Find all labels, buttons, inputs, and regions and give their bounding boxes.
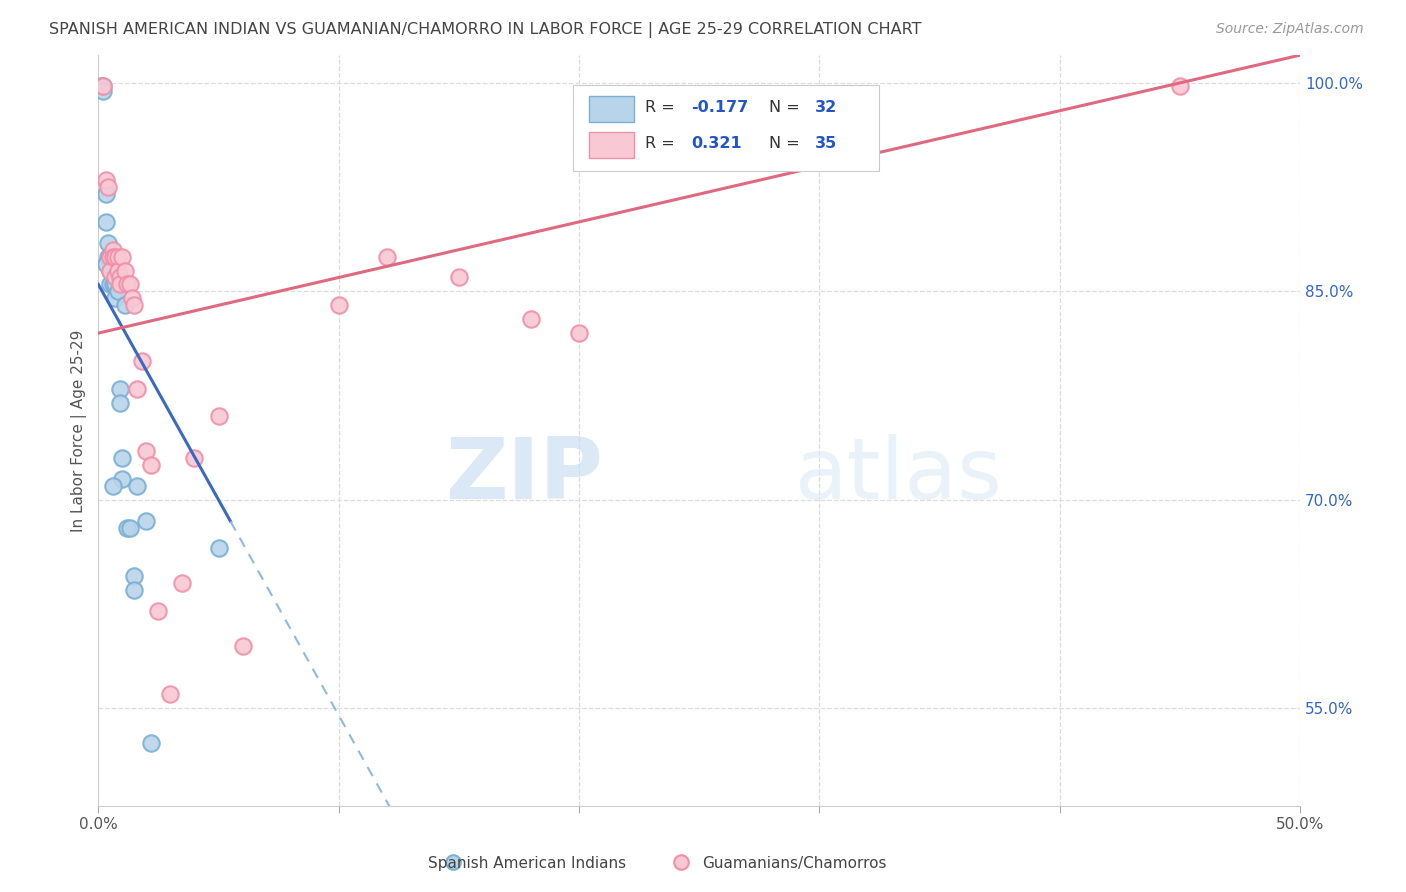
Point [375,250,398,264]
Point [98,250,121,264]
Point [91,84,114,98]
Point [124,298,146,312]
Text: R =: R = [645,136,681,151]
Point [125,479,148,493]
Point [98,250,121,264]
Text: -0.177: -0.177 [690,100,748,115]
Point [118,277,141,292]
Point [172,576,194,591]
Point [125,382,148,396]
Point [141,736,163,750]
Point [91,78,114,93]
Point [98,277,121,292]
Point [107,250,129,264]
Point [141,458,163,472]
Point [107,285,129,299]
Point [121,291,143,305]
Point [328,298,350,312]
Point [107,270,129,285]
Point [124,569,146,583]
Point [183,451,205,466]
Point [124,583,146,598]
Point [159,687,181,701]
Text: 32: 32 [814,100,837,115]
Point [104,250,127,264]
Point [107,263,129,277]
Point [111,250,134,264]
Point [111,451,134,466]
Point [91,78,114,93]
Point [101,277,124,292]
Point [108,382,131,396]
Text: R =: R = [645,100,681,115]
Point [135,514,157,528]
Point [101,250,124,264]
Point [104,277,127,292]
Point [90,78,112,93]
Text: ZIP: ZIP [446,434,603,516]
Point [108,277,131,292]
Point [232,639,254,653]
Point [94,215,117,229]
Text: 35: 35 [814,136,837,151]
Text: N =: N = [769,136,804,151]
Point [207,409,229,424]
Point [114,263,136,277]
Text: atlas: atlas [796,434,1004,516]
Point [97,250,120,264]
Point [148,604,170,618]
Point [447,270,470,285]
Point [207,541,229,556]
Point [114,298,136,312]
Point [101,243,124,257]
Point [568,326,591,340]
Y-axis label: In Labor Force | Age 25-29: In Labor Force | Age 25-29 [72,329,87,532]
Point [520,312,543,326]
Point [104,263,127,277]
Text: Guamanians/Chamorros: Guamanians/Chamorros [702,856,887,871]
Point [131,354,153,368]
Point [108,395,131,409]
Point [1168,78,1191,93]
Point [135,444,157,458]
FancyBboxPatch shape [574,85,879,171]
FancyBboxPatch shape [589,132,634,158]
Point [94,173,117,187]
Point [115,277,138,292]
Point [101,479,124,493]
Point [97,235,120,250]
Point [101,257,124,271]
Text: 0.321: 0.321 [690,136,741,151]
Point [98,263,121,277]
Point [111,472,134,486]
FancyBboxPatch shape [589,96,634,122]
Point [104,270,127,285]
Point [108,270,131,285]
Point [94,187,117,202]
Text: Source: ZipAtlas.com: Source: ZipAtlas.com [1216,22,1364,37]
Point [104,291,127,305]
Text: Spanish American Indians: Spanish American Indians [429,856,626,871]
Point [115,521,138,535]
Text: SPANISH AMERICAN INDIAN VS GUAMANIAN/CHAMORRO IN LABOR FORCE | AGE 25-29 CORRELA: SPANISH AMERICAN INDIAN VS GUAMANIAN/CHA… [49,22,922,38]
Point [94,257,117,271]
Point [98,263,121,277]
Point [97,180,120,194]
Text: N =: N = [769,100,804,115]
Point [118,521,141,535]
